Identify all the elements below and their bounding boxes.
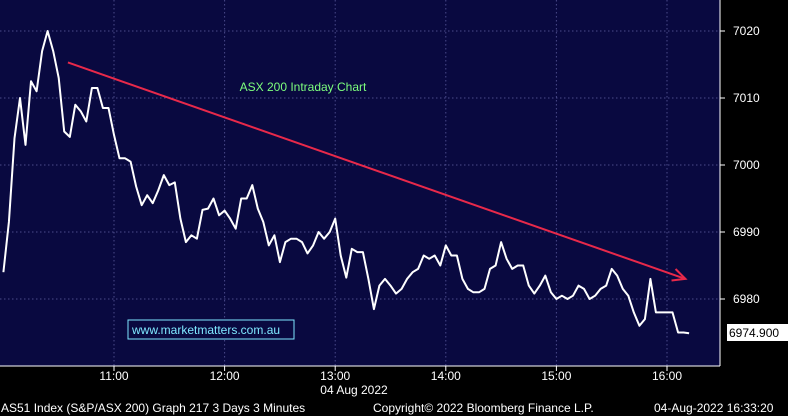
timestamp: 04-Aug-2022 16:33:20 [654,401,774,415]
x-tick-label: 14:00 [431,369,461,383]
y-tick-label: 6980 [733,292,760,306]
last-value-label: 6974.900 [729,326,779,340]
chart-title: ASX 200 Intraday Chart [240,80,367,94]
plot-background [0,0,720,366]
x-tick-label: 16:00 [652,369,682,383]
last-value-tag: 6974.900 [727,324,788,341]
website-box [127,319,295,340]
x-tick-label: 11:00 [99,369,128,383]
y-tick-label: 7010 [733,91,760,105]
x-tick-label: 12:00 [210,369,240,383]
website-badge[interactable]: www.marketmatters.com.au [127,319,295,340]
x-tick-label: 15:00 [541,369,571,383]
y-tick-label: 7020 [733,24,760,38]
x-axis-ticks: 11:00 12:00 13:00 14:00 15:00 16:00 [0,365,720,383]
y-tick-label: 6990 [733,225,760,239]
x-axis-label: 04 Aug 2022 [320,383,388,397]
footer-bar: AS51 Index (S&P/ASX 200) Graph 217 3 Day… [0,400,788,416]
price-series-line [2,30,690,335]
x-tick-label: 13:00 [320,369,350,383]
website-link[interactable]: www.marketmatters.com.au [131,323,280,337]
security-info: AS51 Index (S&P/ASX 200) Graph 217 3 Day… [1,401,306,415]
x-axis-panel [0,366,720,400]
y-tick-label: 7000 [733,158,760,172]
trend-arrow [67,61,688,282]
trend-arrow-shaft [67,61,686,280]
intraday-chart: 6980 6990 7000 7010 7020 11:00 12:00 13:00 14:0… [0,0,788,400]
last-value-box [727,324,788,341]
trend-arrow-head [671,268,688,282]
y-axis-ticks: 6980 6990 7000 7010 7020 [719,0,760,366]
copyright: Copyright© 2022 Bloomberg Finance L.P. [373,401,594,415]
